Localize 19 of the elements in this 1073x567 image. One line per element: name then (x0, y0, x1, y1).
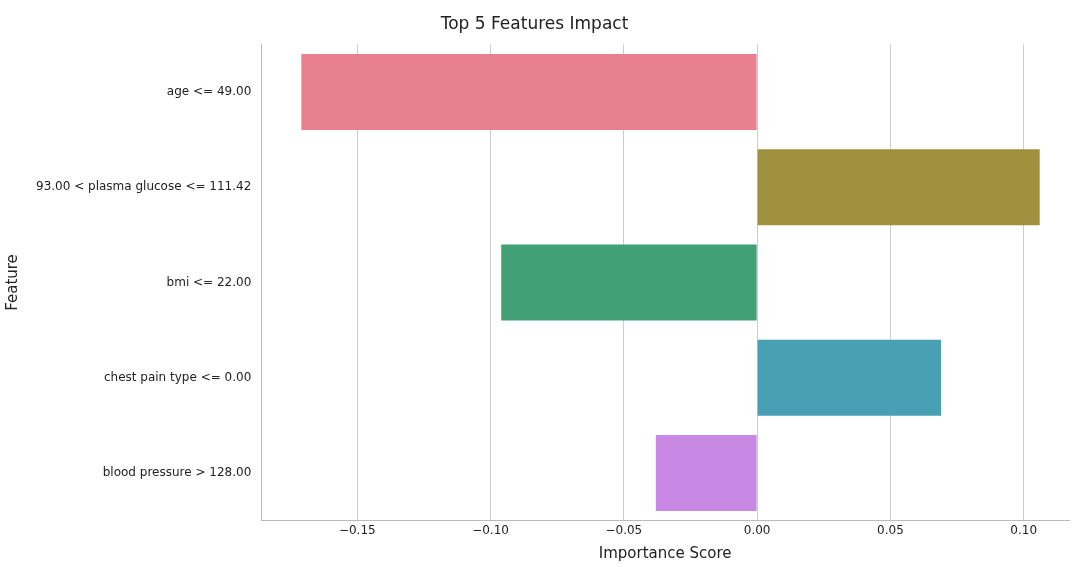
bar (501, 244, 757, 321)
x-tick-label: −0.15 (338, 522, 376, 537)
bar (655, 434, 757, 512)
x-tick-label: 0.00 (743, 522, 771, 537)
y-tick-label: 93.00 < plasma glucose <= 111.42 (36, 179, 252, 194)
y-tick-label: age <= 49.00 (166, 84, 252, 99)
y-axis-title: Feature (2, 254, 21, 311)
x-tick-label: −0.10 (472, 522, 509, 537)
bar (757, 149, 1040, 226)
x-axis-title: Importance Score (598, 543, 732, 562)
y-tick-label: bmi <= 22.00 (166, 274, 252, 289)
chart-title: Top 5 Features Impact (439, 12, 629, 33)
bar (757, 339, 942, 416)
x-tick-label: 0.10 (1010, 522, 1038, 537)
x-tick-label: 0.05 (877, 522, 904, 537)
y-tick-label: chest pain type <= 0.00 (103, 369, 252, 384)
x-tick-label: −0.05 (605, 522, 643, 537)
bar (301, 53, 757, 131)
y-tick-label: blood pressure > 128.00 (102, 465, 252, 480)
